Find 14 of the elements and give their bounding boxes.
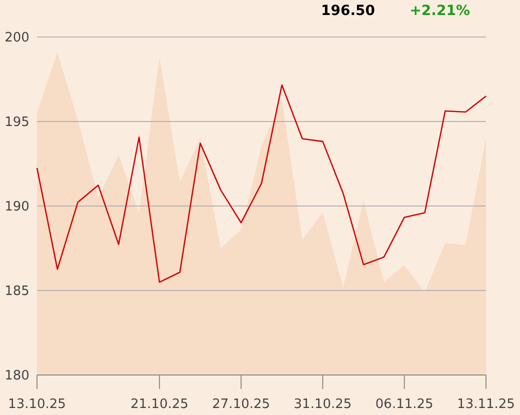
y-tick-label: 185 <box>4 284 30 300</box>
x-tick-label: 31.10.25 <box>294 397 352 412</box>
text: 196.50 <box>320 3 376 19</box>
x-tick-label: 06.11.25 <box>375 397 434 412</box>
y-tick-label: 200 <box>4 30 30 46</box>
x-tick-label: 27.10.25 <box>212 397 270 412</box>
x-tick-label: 13.11.25 <box>457 397 515 412</box>
y-tick-label: 180 <box>4 368 30 384</box>
line-series <box>36 84 487 283</box>
text: +2.21% <box>410 3 470 19</box>
x-tick-label: 13.10.25 <box>8 397 66 412</box>
x-tick-label: 21.10.25 <box>130 397 188 412</box>
y-tick-label: 195 <box>4 115 30 130</box>
y-tick-label: 190 <box>4 200 30 215</box>
